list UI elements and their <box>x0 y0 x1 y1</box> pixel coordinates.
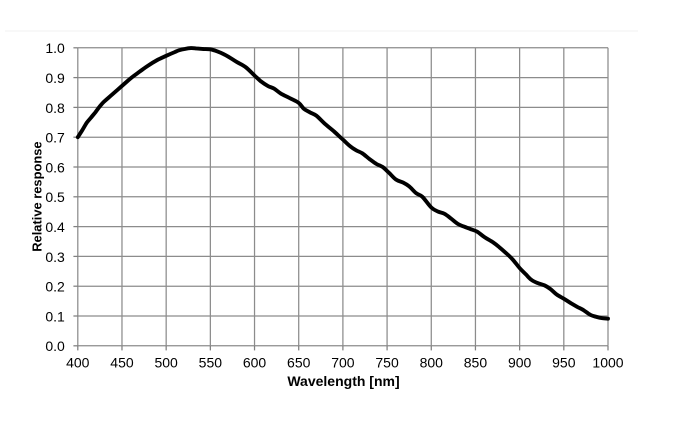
svg-text:0.2: 0.2 <box>45 279 65 295</box>
svg-text:850: 850 <box>464 355 488 371</box>
svg-text:450: 450 <box>110 355 134 371</box>
svg-text:Relative response: Relative response <box>30 141 45 251</box>
svg-text:650: 650 <box>287 355 311 371</box>
svg-text:Wavelength [nm]: Wavelength [nm] <box>287 373 399 389</box>
svg-text:750: 750 <box>375 355 399 371</box>
svg-text:0.8: 0.8 <box>45 100 65 116</box>
svg-text:700: 700 <box>331 355 355 371</box>
svg-text:400: 400 <box>66 355 90 371</box>
svg-text:500: 500 <box>154 355 178 371</box>
svg-text:950: 950 <box>552 355 576 371</box>
svg-text:0.4: 0.4 <box>45 219 65 235</box>
svg-text:550: 550 <box>199 355 223 371</box>
svg-text:0.7: 0.7 <box>45 130 65 146</box>
svg-text:0.9: 0.9 <box>45 70 65 86</box>
svg-text:0.0: 0.0 <box>45 338 65 354</box>
svg-text:0.3: 0.3 <box>45 249 65 265</box>
svg-text:600: 600 <box>243 355 267 371</box>
svg-text:1.0: 1.0 <box>45 40 65 56</box>
svg-text:0.5: 0.5 <box>45 189 65 205</box>
svg-text:900: 900 <box>508 355 532 371</box>
svg-text:0.1: 0.1 <box>45 308 65 324</box>
svg-text:0.6: 0.6 <box>45 159 65 175</box>
svg-text:800: 800 <box>420 355 444 371</box>
svg-text:1000: 1000 <box>592 355 623 371</box>
